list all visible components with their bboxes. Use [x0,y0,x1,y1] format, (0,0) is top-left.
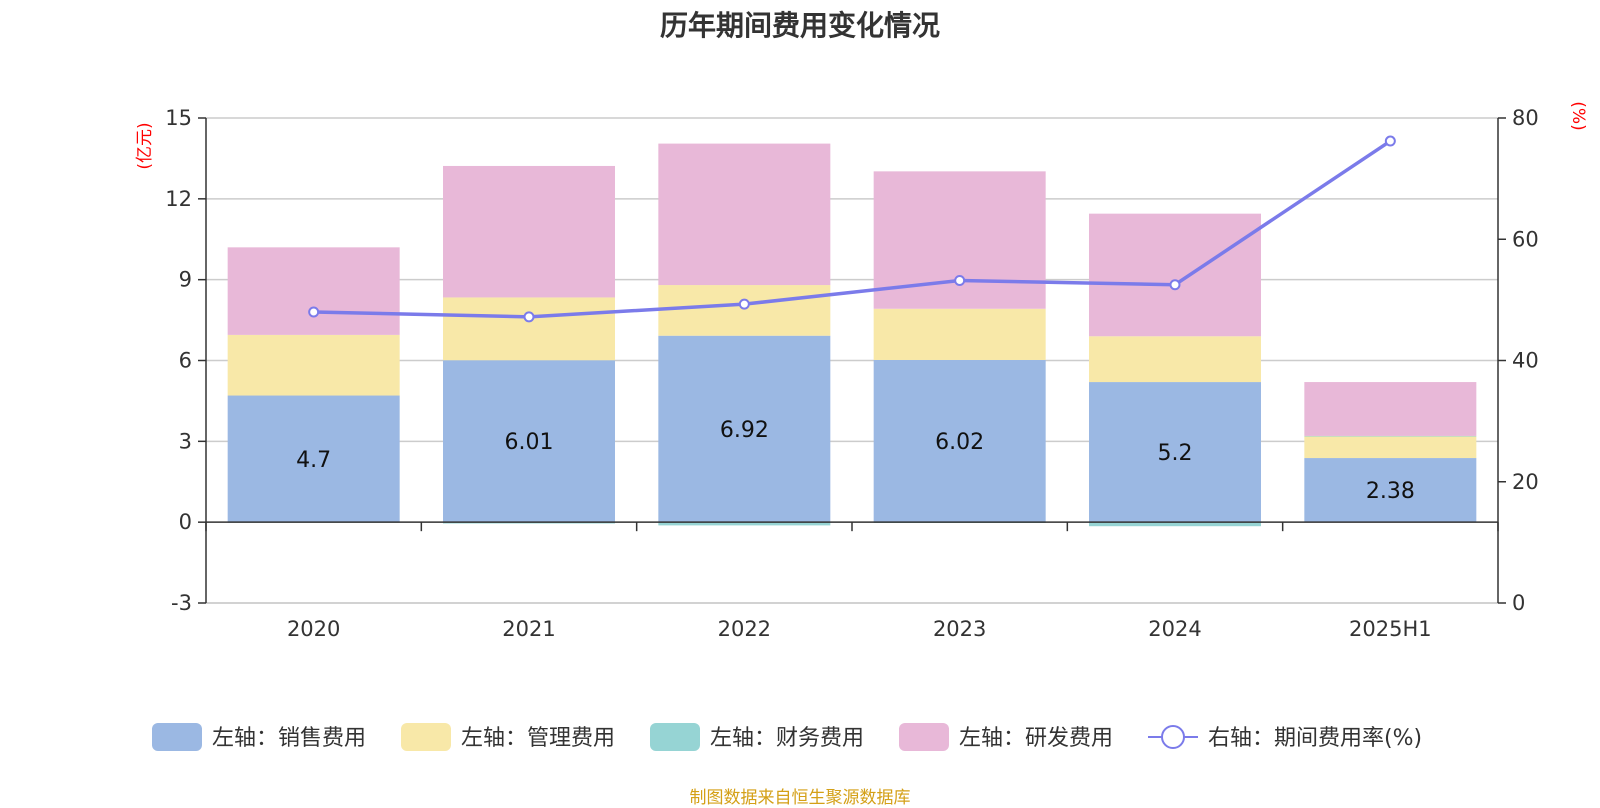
chart-title: 历年期间费用变化情况 [659,9,940,42]
legend-swatch-2 [650,723,700,751]
bar-s1-2020 [227,334,400,396]
data-label-2020: 4.7 [296,448,331,473]
bar-s0-2023 [873,359,1046,523]
bar-s1-2021 [443,297,615,361]
rate-point-2020 [308,306,320,318]
source-note: 制图数据来自恒生聚源数据库 [689,788,911,808]
rate-point-2023 [954,274,966,286]
axes-layer: -3 0 3 6 9 12 15 0 20 40 60 80 (亿元) (%) 2020 2021 2022 20… [135,101,1588,641]
x-tick-label-2024: 2024 [1148,617,1201,641]
data-label-2022: 6.92 [720,418,769,443]
bar-s1-2023 [873,308,1046,360]
bar-s2-2024 [1089,522,1261,527]
legend-label-1: 左轴：管理费用 [461,726,615,751]
left-tick-label-3: 6 [179,349,192,373]
x-tick-label-2023: 2023 [933,617,986,641]
legend-swatch-circle [1161,725,1185,749]
bar-s3-2022 [658,143,831,286]
right-tick-label-2: 40 [1512,349,1539,373]
x-tick-label-2021: 2021 [502,617,555,641]
bar-s0-2021 [443,360,615,523]
labels-layer: 4.7 6.01 6.92 6.02 5.2 2.38 [296,418,1415,504]
right-tick-label-1: 20 [1512,470,1539,494]
left-tick-label-1: 0 [179,510,192,534]
left-axis-unit: (亿元) [135,122,155,169]
data-label-2025H1: 2.38 [1366,479,1415,504]
bar-s0-2024 [1089,382,1261,523]
legend-label-4: 右轴：期间费用率(%) [1208,726,1422,751]
left-tick-label-0: -3 [171,591,192,615]
bar-s3-2025H1 [1304,382,1477,436]
line-layer [308,135,1396,323]
data-label-2021: 6.01 [505,430,554,455]
legend-label-3: 左轴：研发费用 [959,726,1113,751]
right-tick-label-4: 80 [1512,106,1539,130]
data-label-2023: 6.02 [935,430,984,455]
x-tick-label-2020: 2020 [287,617,340,641]
rate-point-2021 [523,311,535,323]
left-tick-label-2: 3 [179,429,192,453]
grid-layer [206,117,1498,604]
rate-line [313,139,1392,319]
rate-point-2022 [738,298,750,310]
legend: 左轴：销售费用 左轴：管理费用 左轴：财务费用 左轴：研发费用 右轴：期间费用率(%) [152,723,1422,751]
bar-s2-2022 [658,522,831,526]
legend-swatch-3 [899,723,949,751]
bar-s2-2025H1 [1304,435,1477,437]
legend-label-2: 左轴：财务费用 [710,726,864,751]
legend-swatch-0 [152,723,202,751]
bar-s0-2020 [227,395,400,523]
bars-layer [227,143,1477,527]
bar-s1-2024 [1089,336,1261,383]
left-tick-label-4: 9 [179,268,192,292]
bar-s0-2025H1 [1304,458,1477,523]
legend-label-0: 左轴：销售费用 [212,726,366,751]
bar-s0-2022 [658,335,831,523]
bar-s3-2021 [443,165,615,298]
x-tick-label-2022: 2022 [718,617,771,641]
bar-s3-2024 [1089,213,1261,337]
bar-s3-2020 [227,247,400,335]
bar-s1-2022 [658,285,831,336]
right-tick-label-3: 60 [1512,227,1539,251]
data-label-2024: 5.2 [1158,441,1193,466]
bar-s1-2025H1 [1304,436,1477,459]
left-tick-label-6: 15 [165,106,192,130]
rate-point-2025H1 [1384,135,1396,147]
right-axis-unit: (%) [1568,101,1588,130]
x-tick-label-2025H1: 2025H1 [1349,617,1432,641]
rate-point-2024 [1169,279,1181,291]
left-tick-label-5: 12 [165,187,192,211]
right-tick-label-0: 0 [1512,591,1525,615]
legend-swatch-1 [401,723,451,751]
